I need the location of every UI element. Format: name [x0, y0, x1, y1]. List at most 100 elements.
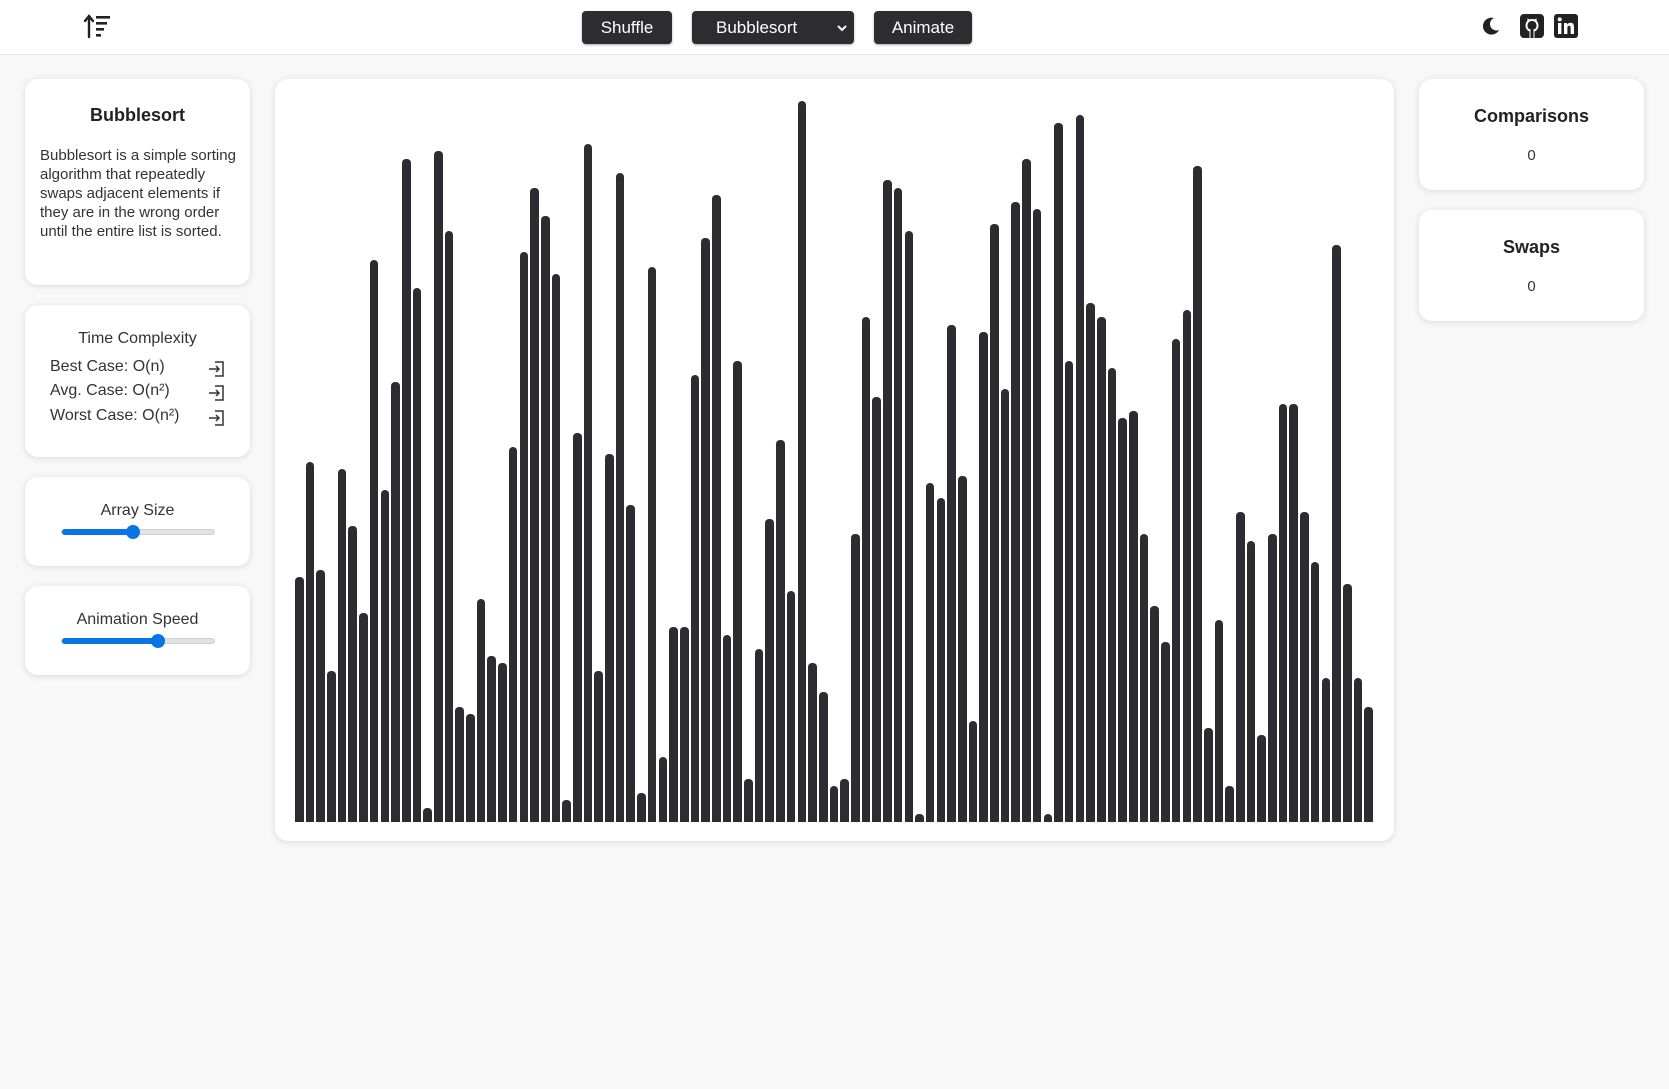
array-bar: [990, 223, 999, 822]
array-bar: [979, 331, 988, 822]
array-bar: [1225, 785, 1234, 822]
array-bar: [1182, 310, 1192, 822]
array-bar: [540, 216, 550, 822]
linkedin-icon[interactable]: [1553, 13, 1579, 39]
array-bar: [1139, 533, 1149, 822]
array-bar: [1300, 511, 1309, 822]
avg-case-label: Avg. Case: O(n²): [50, 382, 170, 399]
array-bar: [1032, 209, 1042, 822]
array-bar: [883, 180, 892, 822]
animation-speed-thumb[interactable]: [150, 634, 165, 648]
array-bar: [423, 807, 432, 822]
array-bar: [508, 447, 518, 822]
comparisons-value: 0: [1527, 147, 1536, 164]
enter-icon[interactable]: [207, 408, 227, 428]
github-icon[interactable]: [1519, 13, 1545, 39]
sorting-visualizer: [275, 79, 1394, 841]
array-bar: [1064, 360, 1074, 822]
array-bar: [594, 670, 603, 822]
animation-speed-fill: [62, 638, 158, 644]
array-bar: [380, 490, 390, 822]
array-bar: [637, 793, 646, 822]
array-bar: [733, 360, 742, 822]
array-bar: [369, 259, 379, 822]
array-bar: [722, 634, 732, 822]
array-bar: [359, 612, 368, 822]
array-size-fill: [62, 529, 134, 535]
array-bar: [348, 526, 358, 822]
array-bar: [605, 454, 614, 822]
moon-icon[interactable]: [1480, 15, 1502, 37]
array-bar: [936, 497, 946, 822]
array-bar: [818, 692, 828, 822]
array-bar: [412, 288, 422, 822]
animation-speed-slider[interactable]: [61, 634, 215, 648]
array-bar: [1011, 201, 1021, 822]
time-complexity-card: Time Complexity Best Case: O(n) Avg. Cas…: [25, 305, 250, 457]
array-size-thumb[interactable]: [126, 525, 141, 539]
array-bar: [1353, 677, 1363, 822]
array-bar: [1129, 411, 1138, 822]
array-bar: [925, 483, 935, 822]
array-bar: [1364, 706, 1373, 822]
array-bar: [305, 461, 315, 822]
array-bar: [327, 670, 336, 822]
array-bar: [498, 663, 507, 822]
array-bar: [562, 800, 571, 822]
array-bar: [647, 266, 657, 822]
array-bar: [690, 374, 700, 822]
array-bar: [573, 432, 582, 822]
array-bar: [583, 144, 593, 822]
array-bar: [391, 382, 400, 822]
array-size-label: Array Size: [100, 502, 175, 519]
enter-icon[interactable]: [207, 383, 227, 403]
array-bar: [487, 656, 497, 822]
array-bar: [1332, 245, 1341, 822]
array-bar: [658, 757, 668, 822]
array-bar: [1214, 620, 1224, 822]
array-bar: [444, 230, 454, 822]
swaps-value: 0: [1527, 278, 1536, 295]
animate-button[interactable]: Animate: [874, 11, 972, 44]
array-bar: [1310, 562, 1320, 822]
array-bar: [519, 252, 529, 822]
array-bar: [1342, 584, 1352, 822]
sort-ascending-icon[interactable]: [83, 13, 113, 39]
array-bar: [434, 151, 443, 822]
array-bar: [840, 778, 849, 822]
array-bar: [861, 317, 871, 822]
best-case-label: Best Case: O(n): [50, 358, 165, 375]
array-bar: [1203, 728, 1213, 822]
array-bar: [455, 706, 464, 822]
array-bar: [1268, 533, 1277, 822]
shuffle-button[interactable]: Shuffle: [582, 11, 672, 44]
time-complexity-title: Time Complexity: [78, 330, 197, 347]
array-bar: [1257, 735, 1266, 822]
algorithm-select[interactable]: Bubblesort: [692, 11, 854, 44]
array-bar: [615, 173, 625, 822]
array-bar: [1150, 605, 1160, 822]
array-bar: [744, 778, 753, 822]
comparisons-title: Comparisons: [1473, 106, 1590, 126]
array-bar: [808, 663, 817, 822]
array-bar: [1086, 302, 1095, 822]
array-bar: [1161, 641, 1170, 822]
array-bar: [957, 475, 967, 822]
array-bar: [851, 533, 860, 822]
array-bar: [1289, 403, 1299, 822]
array-bar: [1054, 122, 1063, 822]
array-bar: [893, 187, 903, 822]
array-bar: [712, 194, 721, 822]
enter-icon[interactable]: [207, 359, 227, 379]
array-bar: [915, 814, 924, 822]
array-size-slider[interactable]: [61, 525, 215, 539]
array-bar: [947, 324, 956, 822]
array-bar: [679, 627, 689, 822]
array-bar: [765, 519, 775, 822]
array-bar: [1246, 540, 1256, 822]
array-bar: [872, 396, 882, 822]
array-bar: [829, 785, 839, 822]
array-bar: [337, 468, 347, 822]
array-bar: [1000, 389, 1010, 822]
swaps-card: Swaps 0: [1419, 210, 1644, 321]
